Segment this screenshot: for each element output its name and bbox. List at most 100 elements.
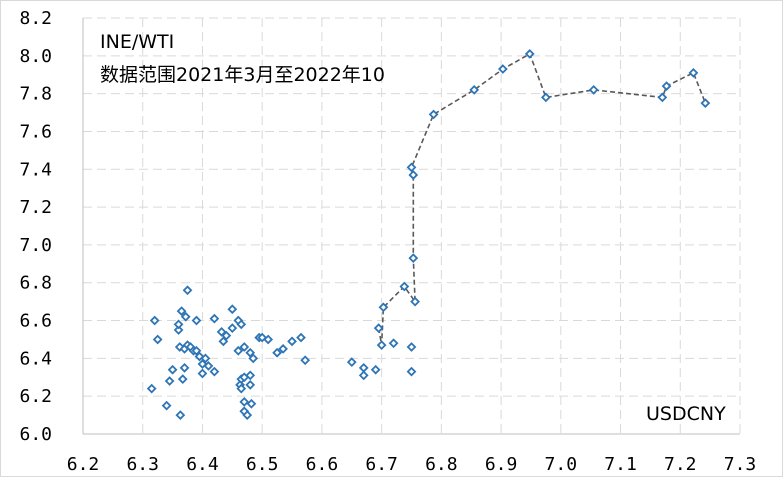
scatter-point: [167, 364, 178, 375]
scatter-point: [149, 315, 160, 326]
path-point: [408, 170, 419, 180]
scatter-point: [245, 379, 256, 390]
scatter-point: [152, 334, 163, 345]
path-point: [469, 84, 480, 95]
path-point: [524, 49, 535, 59]
scatter-point: [358, 370, 369, 381]
x-tick-label: 6.9: [485, 454, 518, 475]
scatter-point: [246, 398, 257, 409]
path-point: [373, 323, 384, 333]
scatter-point: [242, 410, 253, 420]
scatter-point: [239, 396, 250, 407]
scatter-point: [263, 334, 274, 345]
scatter-point: [406, 366, 417, 377]
scatter-point: [236, 383, 247, 394]
scatter-point: [173, 319, 184, 330]
scatter-point: [287, 336, 297, 347]
chart-title: INE/WTI: [100, 31, 174, 53]
scatter-point: [176, 306, 187, 316]
scatter-point: [233, 345, 244, 356]
path-point: [657, 92, 668, 103]
scatter-point: [388, 338, 399, 349]
scatter-point: [197, 368, 208, 379]
path-point: [700, 98, 711, 108]
scatter-point: [370, 364, 381, 375]
y-tick-label: 7.4: [19, 159, 52, 180]
x-tick-label: 7.2: [664, 454, 697, 475]
scatter-point: [146, 383, 157, 394]
scatter-point: [245, 347, 256, 358]
x-tick-label: 6.4: [186, 454, 219, 475]
scatter-point: [180, 311, 191, 322]
path-point: [399, 281, 410, 292]
scatter-point: [227, 323, 238, 333]
scatter-point: [191, 315, 202, 326]
scatter-point: [346, 357, 357, 368]
scatter-point: [278, 344, 288, 354]
y-tick-label: 6.6: [19, 311, 52, 332]
path-point: [428, 109, 439, 120]
y-tick-label: 7.2: [19, 197, 52, 218]
x-tick-label: 6.5: [246, 454, 279, 475]
scatter-point: [209, 366, 220, 377]
scatter-point: [173, 325, 184, 335]
path-point: [408, 253, 419, 264]
scatter-point: [272, 347, 282, 358]
scatter-point: [164, 376, 175, 386]
scatter-point: [191, 345, 202, 356]
x-tick-label: 6.6: [306, 454, 339, 475]
y-tick-label: 6.0: [19, 424, 52, 445]
scatter-point: [358, 362, 369, 373]
scatter-point: [209, 313, 220, 324]
y-tick-label: 8.2: [19, 8, 52, 29]
scatter-point: [300, 355, 311, 366]
scatter-point: [179, 362, 190, 373]
y-tick-label: 6.8: [19, 273, 52, 294]
path-point: [588, 84, 599, 95]
path-point: [498, 64, 508, 74]
path-point: [376, 340, 387, 351]
path-point: [406, 162, 417, 173]
scatter-point: [245, 370, 256, 381]
y-tick-label: 7.0: [19, 235, 52, 256]
scatter-point: [177, 374, 188, 385]
y-tick-label: 6.4: [19, 348, 52, 369]
scatter-point: [248, 353, 259, 364]
x-tick-label: 7.0: [545, 454, 578, 475]
corner-label-usdcny: USDCNY: [646, 403, 726, 425]
x-tick-label: 6.8: [425, 454, 458, 475]
path-point: [661, 81, 672, 91]
scatter-point: [200, 353, 211, 364]
y-tick-label: 6.2: [19, 386, 52, 407]
scatter-point: [194, 351, 205, 362]
axes: [82, 18, 740, 435]
data-points: [146, 49, 711, 420]
scatter-point: [227, 304, 238, 315]
scatter-point: [406, 342, 417, 352]
tick-labels: 6.2 6.3 6.4 6.5 6.6 6.7 6.8 6.9 7.0 7.1 7.2 7.3 6.0 6…: [19, 8, 756, 475]
scatter-point: [203, 361, 214, 371]
x-tick-label: 6.2: [67, 454, 100, 475]
scatter-point: [221, 330, 232, 341]
scatter-point: [182, 285, 193, 296]
x-tick-label: 7.1: [604, 454, 637, 475]
x-tick-label: 6.3: [126, 454, 159, 475]
y-tick-label: 7.6: [19, 121, 52, 142]
scatter-point: [218, 336, 229, 347]
x-tick-label: 7.3: [724, 454, 757, 475]
path-point: [378, 302, 389, 313]
y-tick-label: 7.8: [19, 84, 52, 105]
scatter-point: [175, 410, 186, 420]
scatter-point: [296, 332, 306, 343]
path-point: [541, 92, 551, 103]
scatter-point: [216, 327, 227, 337]
scatter-point: [236, 319, 247, 330]
chart-subtitle: 数据范围2021年3月至2022年10: [100, 64, 385, 86]
scatter-point: [161, 400, 172, 411]
scatter-point: [239, 342, 250, 352]
path-point: [410, 296, 420, 307]
y-tick-label: 8.0: [19, 46, 52, 67]
x-tick-label: 6.7: [365, 454, 398, 475]
path-point: [688, 67, 699, 78]
